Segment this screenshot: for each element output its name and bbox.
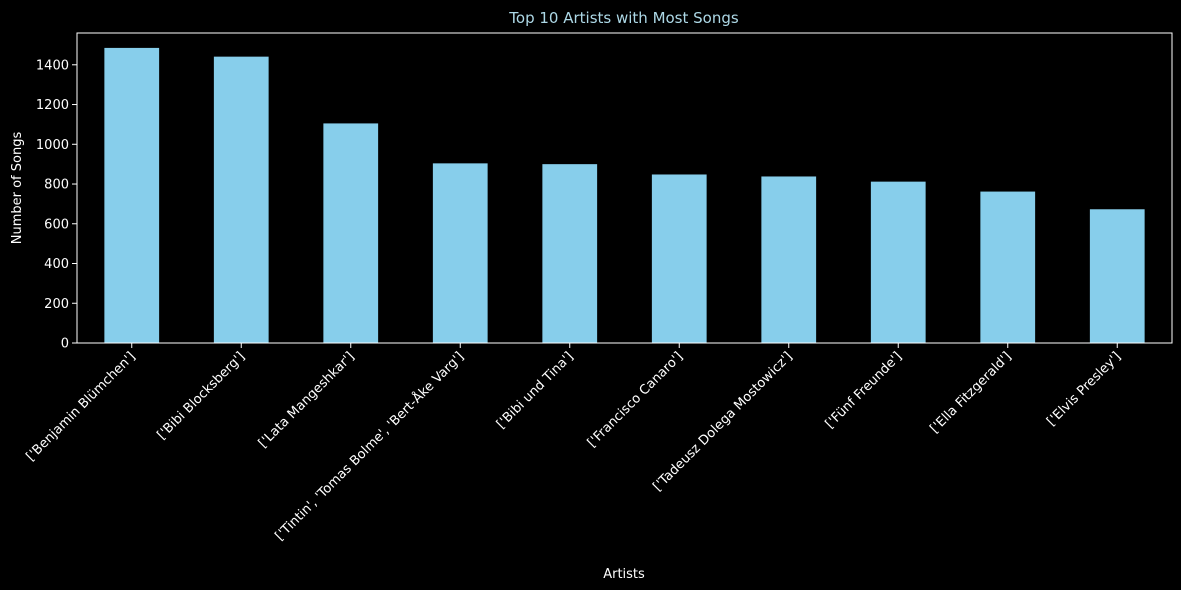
bar-2 xyxy=(323,123,379,344)
bar-8 xyxy=(980,191,1036,343)
y-axis: 0 200 400 600 800 1000 1200 1400 xyxy=(36,58,77,352)
bar-6 xyxy=(761,176,817,343)
y-tick-label-7: 1400 xyxy=(36,58,69,73)
y-tick-label-5: 1000 xyxy=(36,138,69,153)
y-tick-label-0: 0 xyxy=(61,337,69,352)
y-tick-label-2: 400 xyxy=(44,257,69,272)
y-tick-label-1: 200 xyxy=(44,297,69,312)
bar-3 xyxy=(432,163,488,343)
bar-0 xyxy=(104,47,160,344)
bar-5 xyxy=(651,174,707,343)
bar-9 xyxy=(1089,209,1145,343)
y-tick-label-6: 1200 xyxy=(36,98,69,113)
bar-7 xyxy=(870,181,926,343)
bar-4 xyxy=(542,164,598,343)
x-axis-label: Artists xyxy=(603,567,645,582)
y-tick-label-4: 800 xyxy=(44,178,69,193)
y-axis-label: Number of Songs xyxy=(10,132,25,245)
plot-frame xyxy=(76,32,1173,344)
bar-1 xyxy=(213,56,269,344)
chart-title: Top 10 Artists with Most Songs xyxy=(508,9,739,27)
y-tick-label-3: 600 xyxy=(44,217,69,232)
bars-group xyxy=(104,47,1145,344)
